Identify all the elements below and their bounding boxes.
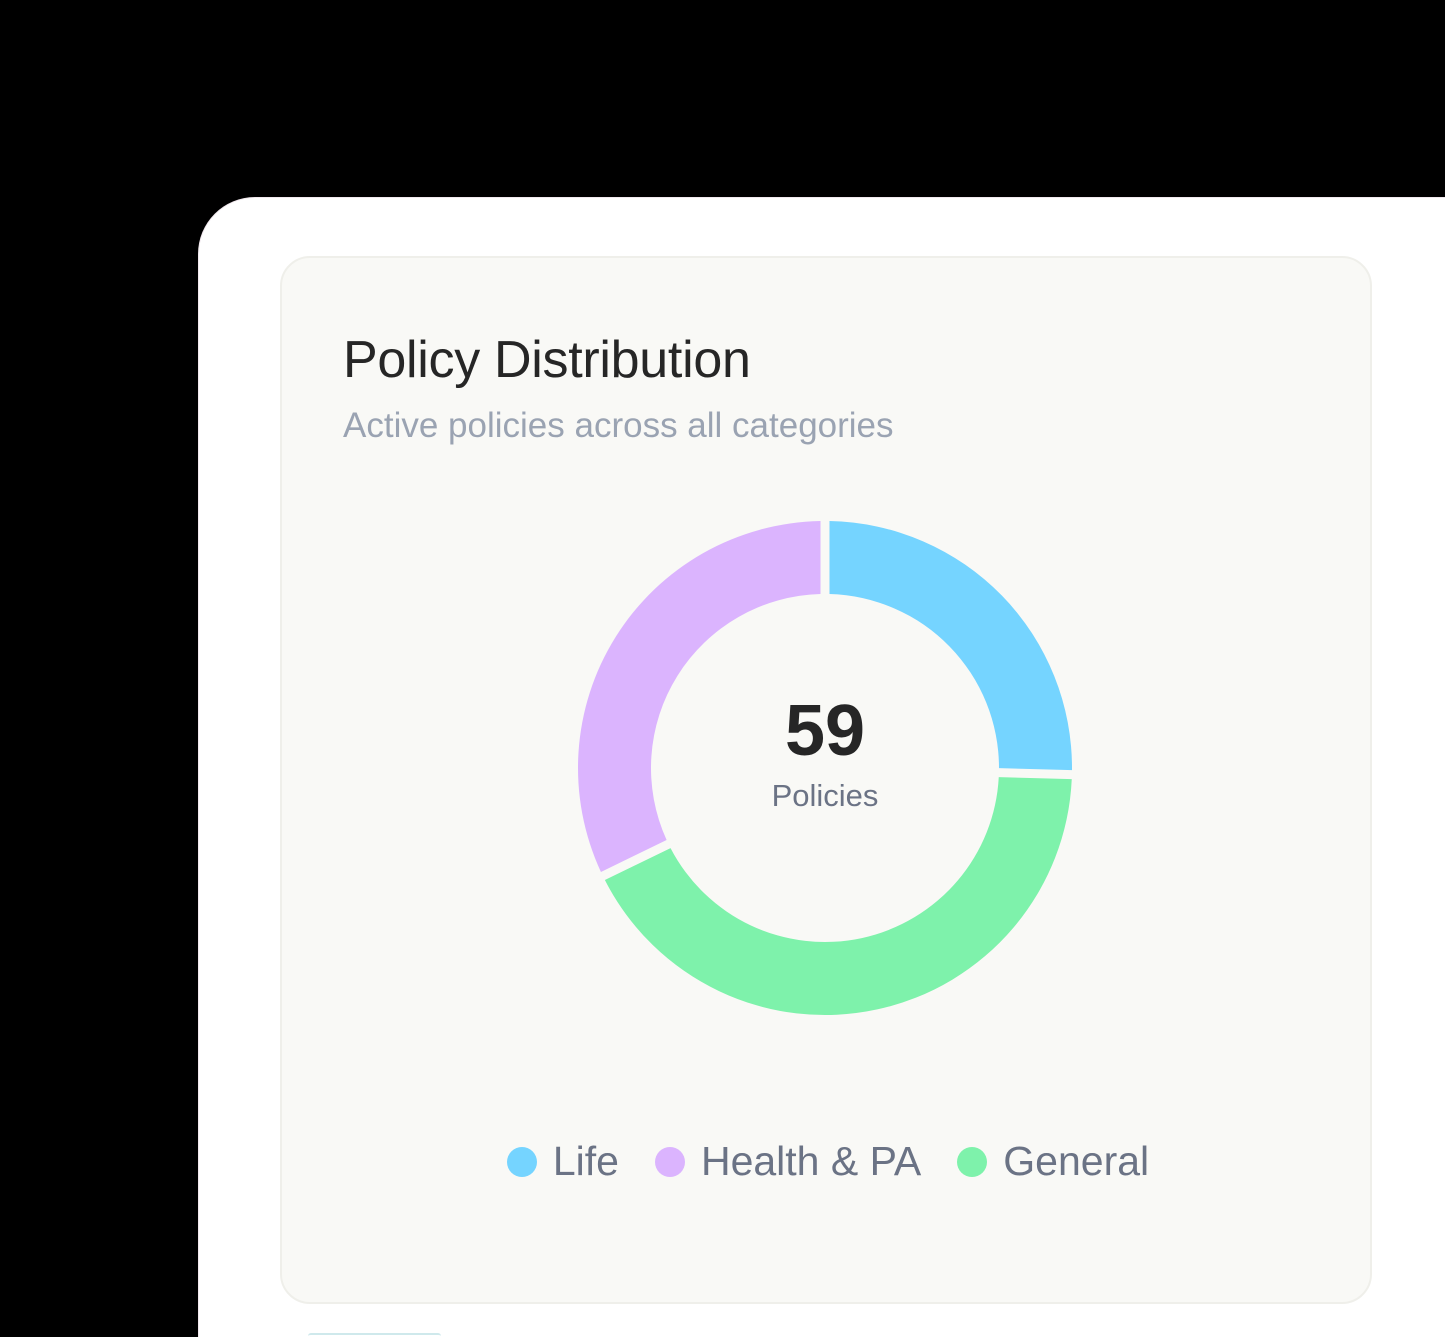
donut-svg <box>578 521 1072 1015</box>
legend-item-general[interactable]: General <box>957 1138 1149 1185</box>
chart-legend: Life Health & PA General <box>282 1138 1374 1185</box>
card-title: Policy Distribution <box>343 331 751 389</box>
legend-label: General <box>1003 1138 1150 1184</box>
next-card-peek <box>308 1333 441 1337</box>
legend-dot-icon <box>654 1146 685 1177</box>
legend-label: Life <box>552 1138 619 1184</box>
legend-label: Health & PA <box>700 1138 922 1184</box>
total-policies-value: 59 <box>784 691 866 771</box>
legend-dot-icon <box>957 1146 988 1177</box>
legend-item-life[interactable]: Life <box>506 1138 619 1185</box>
donut-chart: 59 Policies <box>577 520 1073 1016</box>
policy-distribution-card: Policy Distribution Active policies acro… <box>280 256 1372 1304</box>
donut-segment-general[interactable] <box>604 777 1072 1015</box>
donut-segment-health-pa[interactable] <box>578 521 821 872</box>
legend-item-health-pa[interactable]: Health & PA <box>654 1138 922 1185</box>
legend-dot-icon <box>506 1146 537 1177</box>
total-policies-label: Policies <box>771 778 879 813</box>
card-subtitle: Active policies across all categories <box>343 406 894 445</box>
donut-segment-life[interactable] <box>829 521 1072 771</box>
